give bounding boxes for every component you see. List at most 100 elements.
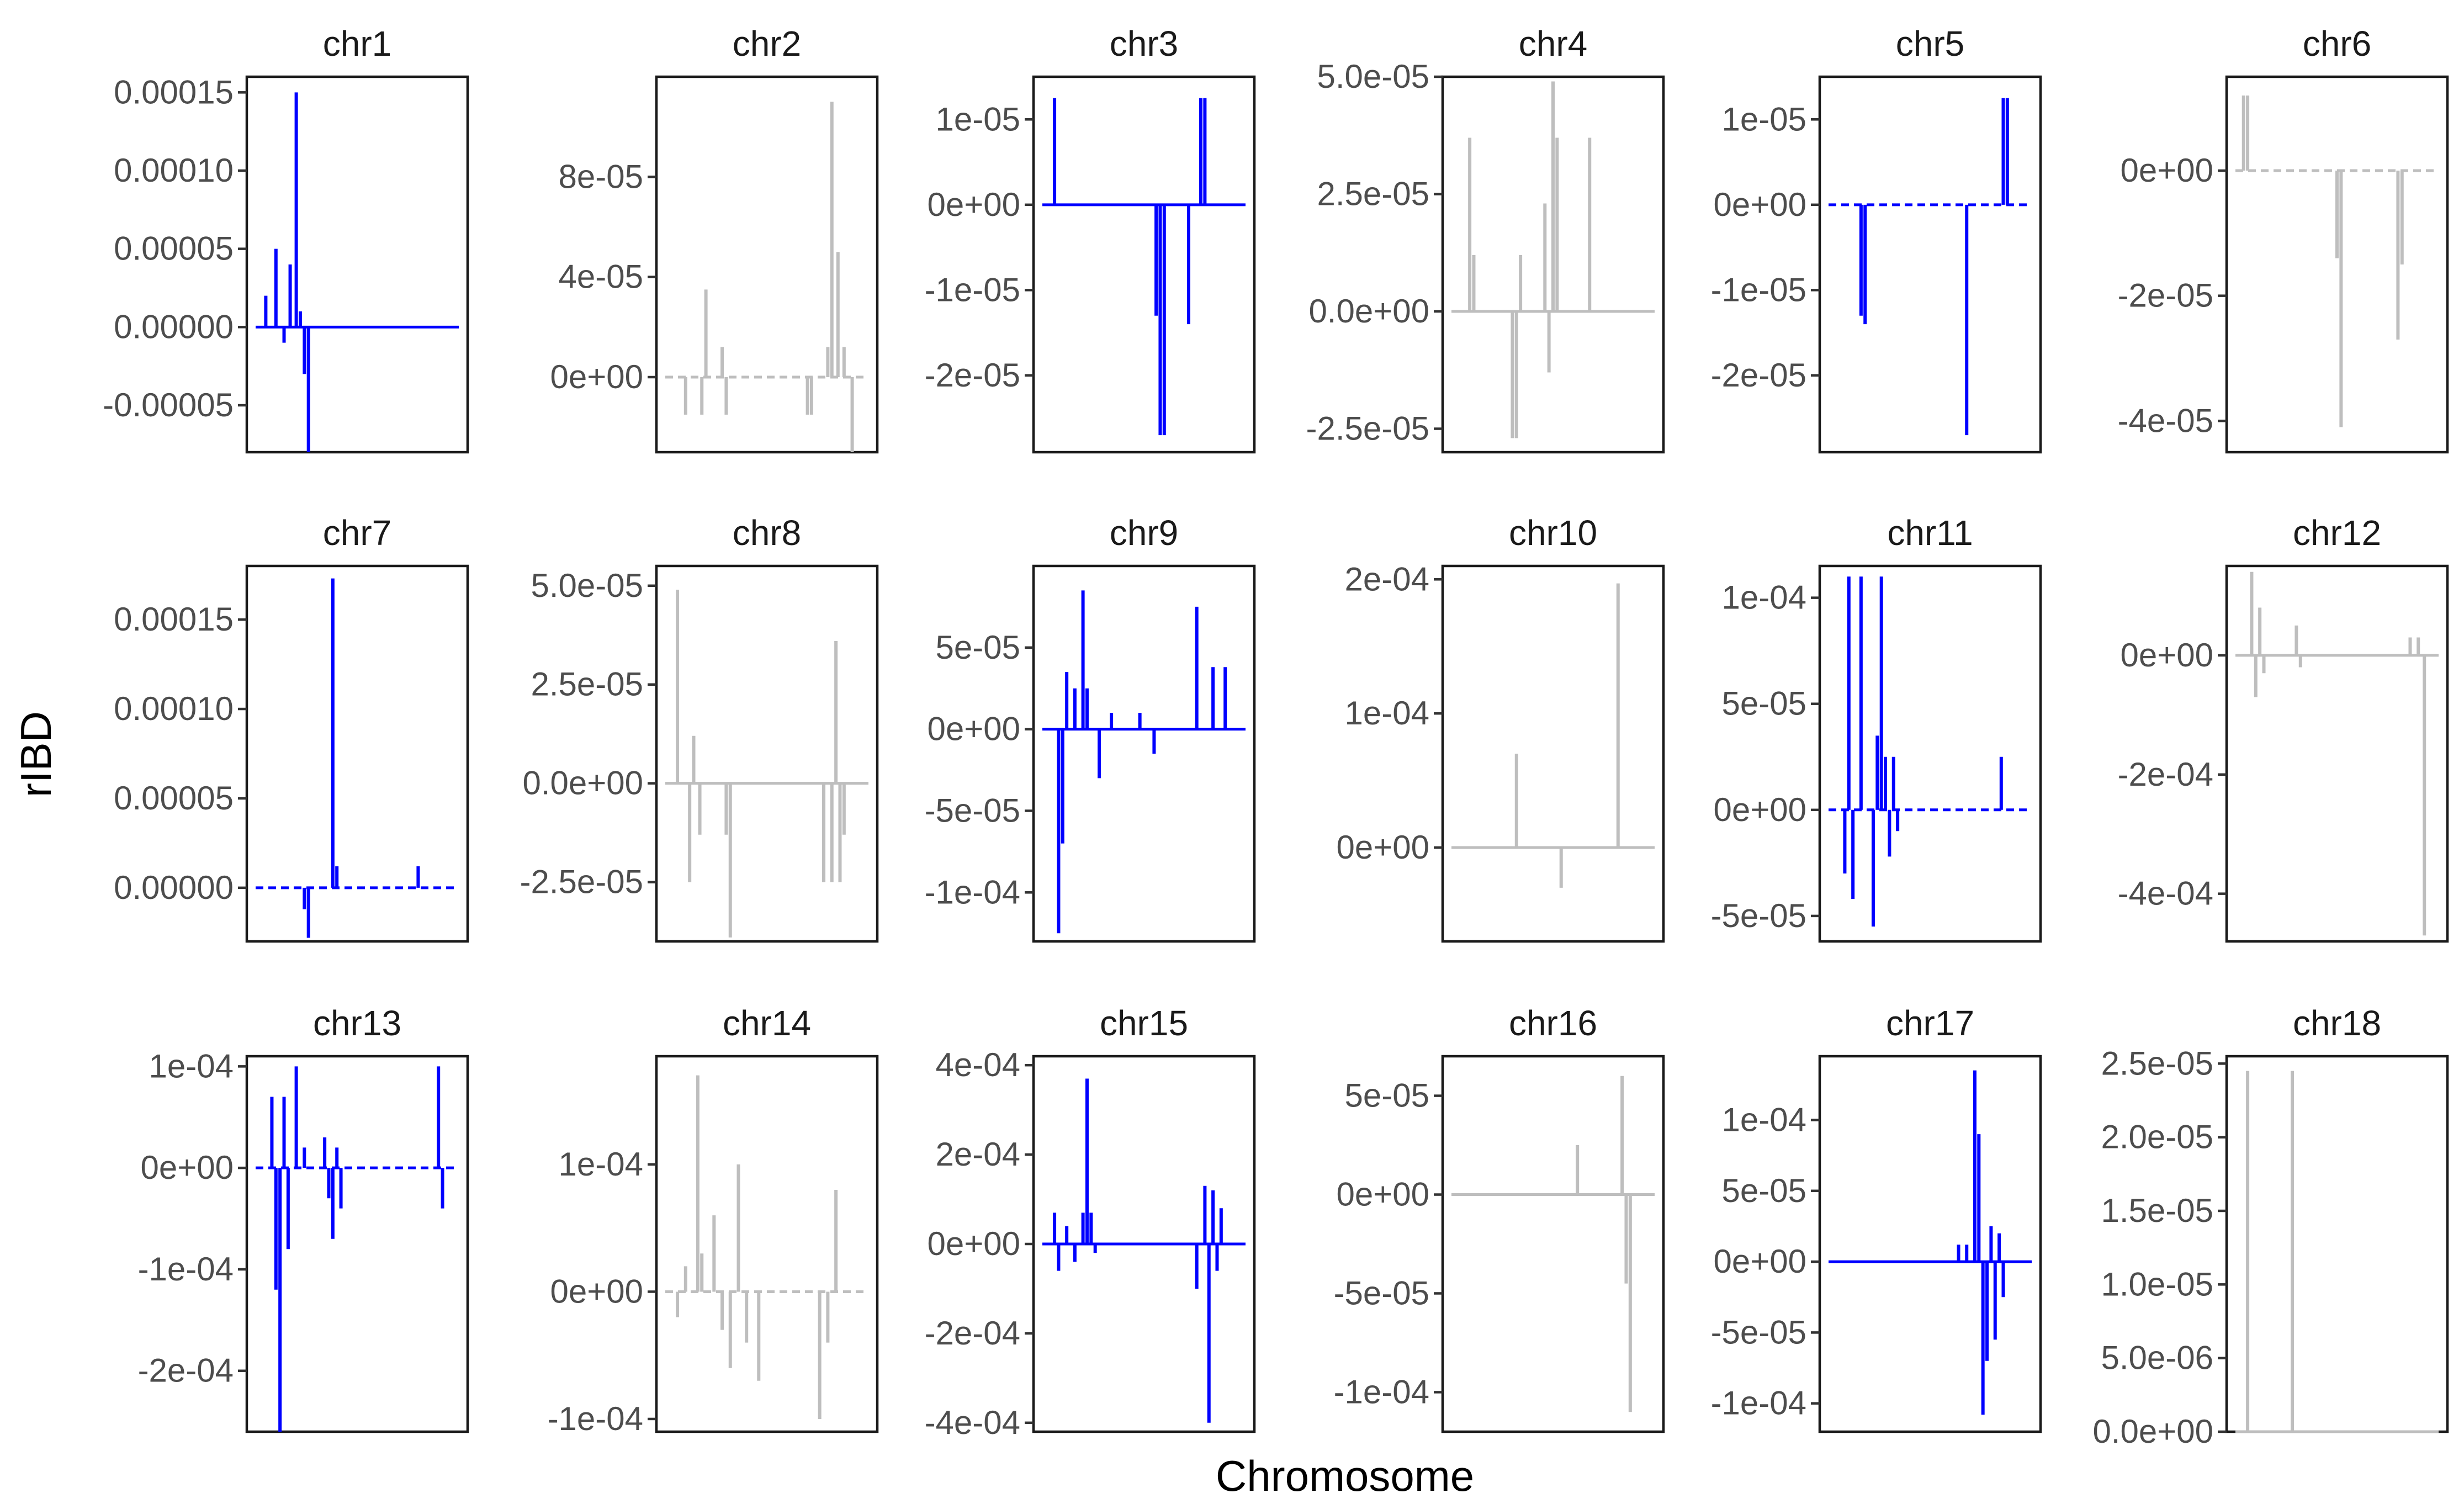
y-tick-label: -2e-04 bbox=[925, 1315, 1020, 1352]
y-tick-label: -5e-05 bbox=[925, 792, 1020, 829]
y-tick-label: 1e-05 bbox=[936, 100, 1020, 137]
y-tick-label: 0e+00 bbox=[550, 1273, 643, 1310]
y-tick-label: 0.0e+00 bbox=[1308, 293, 1429, 330]
x-axis-title: Chromosome bbox=[1216, 1452, 1474, 1500]
panel-title: chr16 bbox=[1509, 1003, 1597, 1043]
y-tick-label: 0.00005 bbox=[114, 780, 234, 817]
facet-panel: chr16 -1e-04 -5e-05 0e+00 5e-05 bbox=[1334, 1003, 1665, 1433]
y-tick-label: -1e-04 bbox=[138, 1251, 234, 1288]
y-tick-label: 0.00010 bbox=[114, 152, 234, 189]
y-tick-label: 5.0e-06 bbox=[2101, 1339, 2214, 1376]
y-tick-label: 5e-05 bbox=[1345, 1077, 1429, 1114]
y-tick-label: -4e-04 bbox=[925, 1404, 1020, 1441]
panel-title: chr4 bbox=[1519, 24, 1588, 63]
y-tick-label: 0.00005 bbox=[114, 230, 234, 267]
y-tick-label: 2.5e-05 bbox=[531, 666, 644, 703]
y-tick-label: 0e+00 bbox=[2120, 637, 2213, 674]
y-tick-label: 0e+00 bbox=[1713, 791, 1806, 828]
y-tick-label: 2.5e-05 bbox=[1317, 176, 1430, 213]
y-tick-label: 0e+00 bbox=[550, 358, 643, 395]
y-tick-label: -1e-05 bbox=[925, 271, 1020, 308]
facet-panel: chr17 -1e-04 -5e-05 0e+00 5e-05 1e-04 bbox=[1711, 1003, 2042, 1433]
panel-frame bbox=[245, 75, 469, 454]
panel-frame bbox=[1818, 564, 2042, 943]
y-tick-label: -5e-05 bbox=[1711, 1314, 1806, 1351]
y-tick-label: 5.0e-05 bbox=[1317, 58, 1430, 95]
facet-panel: chr5 -2e-05 -1e-05 0e+00 1e-05 bbox=[1711, 24, 2042, 454]
y-tick-label: 8e-05 bbox=[559, 158, 643, 195]
y-tick-label: -2e-04 bbox=[2118, 756, 2213, 793]
y-tick-label: 4e-04 bbox=[936, 1046, 1020, 1083]
y-tick-label: 2e-04 bbox=[936, 1136, 1020, 1173]
y-tick-label: 1e-05 bbox=[1722, 100, 1806, 137]
facet-panel: chr1 -0.00005 0.00000 0.00005 0.00010 0.00015 bbox=[103, 24, 469, 454]
panel-frame bbox=[1032, 75, 1256, 454]
panel-title: chr18 bbox=[2293, 1003, 2381, 1043]
panel-title: chr2 bbox=[733, 24, 802, 63]
facet-panel: chr11 -5e-05 0e+00 5e-05 1e-04 bbox=[1711, 513, 2042, 943]
panel-frame bbox=[655, 564, 879, 943]
y-tick-label: 1e-04 bbox=[1345, 695, 1429, 732]
y-tick-label: 1e-04 bbox=[559, 1146, 643, 1183]
y-tick-label: 0e+00 bbox=[1336, 829, 1429, 866]
panel-title: chr11 bbox=[1887, 513, 1973, 553]
y-tick-label: -2e-05 bbox=[925, 357, 1020, 394]
y-tick-label: 0.0e+00 bbox=[522, 765, 643, 802]
y-tick-label: -2.5e-05 bbox=[1306, 410, 1429, 447]
panel-frame bbox=[2225, 564, 2449, 943]
y-tick-label: 0.0e+00 bbox=[2092, 1413, 2213, 1450]
facet-panel: chr9 -1e-04 -5e-05 0e+00 5e-05 bbox=[925, 513, 1256, 943]
facet-panel: chr7 0.00000 0.00005 0.00010 0.00015 bbox=[114, 513, 469, 943]
y-tick-label: -1e-04 bbox=[925, 873, 1020, 910]
y-tick-label: -2e-05 bbox=[2118, 277, 2213, 314]
y-tick-label: 0.00010 bbox=[114, 690, 234, 727]
panel-frame bbox=[245, 564, 469, 943]
panel-frame bbox=[1818, 1055, 2042, 1433]
y-tick-label: 1.5e-05 bbox=[2101, 1192, 2214, 1229]
panel-frame bbox=[655, 1055, 879, 1433]
facet-panel: chr8 -2.5e-05 0.0e+00 2.5e-05 5.0e-05 bbox=[520, 513, 879, 943]
y-tick-label: 5.0e-05 bbox=[531, 567, 644, 604]
y-tick-label: 0.00000 bbox=[114, 308, 234, 345]
panel-title: chr7 bbox=[323, 513, 392, 553]
y-tick-label: 0e+00 bbox=[1336, 1176, 1429, 1213]
panel-title: chr1 bbox=[323, 24, 392, 63]
y-tick-label: 0e+00 bbox=[1713, 186, 1806, 223]
y-tick-label: 2.0e-05 bbox=[2101, 1119, 2214, 1156]
panel-title: chr3 bbox=[1110, 24, 1179, 63]
panel-frame bbox=[2225, 1055, 2449, 1433]
panel-frame bbox=[655, 75, 879, 454]
y-tick-label: 1e-04 bbox=[149, 1047, 234, 1084]
y-tick-label: 2.5e-05 bbox=[2101, 1045, 2214, 1082]
facet-panel: chr4 -2.5e-05 0.0e+00 2.5e-05 5.0e-05 bbox=[1306, 24, 1665, 454]
y-tick-label: -5e-05 bbox=[1711, 897, 1806, 934]
panel-title: chr15 bbox=[1100, 1003, 1188, 1043]
y-tick-label: -0.00005 bbox=[103, 386, 234, 423]
panel-title: chr8 bbox=[733, 513, 802, 553]
panel-frame bbox=[1441, 564, 1665, 943]
panel-title: chr10 bbox=[1509, 513, 1597, 553]
y-tick-label: 0.00015 bbox=[114, 73, 234, 110]
y-tick-label: -5e-05 bbox=[1334, 1274, 1429, 1311]
facet-panel: chr18 0.0e+00 5.0e-06 1.0e-05 1.5e-05 2.0e-05… bbox=[2092, 1003, 2449, 1450]
y-tick-label: -1e-04 bbox=[1334, 1373, 1429, 1410]
facet-panel: chr3 -2e-05 -1e-05 0e+00 1e-05 bbox=[925, 24, 1256, 454]
y-tick-label: 5e-05 bbox=[1722, 685, 1806, 722]
y-tick-label: 1e-04 bbox=[1722, 579, 1806, 616]
panel-title: chr12 bbox=[2293, 513, 2381, 553]
y-tick-label: 1.0e-05 bbox=[2101, 1266, 2214, 1302]
y-tick-label: 5e-05 bbox=[1722, 1172, 1806, 1209]
y-tick-label: -1e-05 bbox=[1711, 271, 1806, 308]
panel-title: chr9 bbox=[1110, 513, 1179, 553]
y-tick-label: 2e-04 bbox=[1345, 560, 1429, 597]
facet-panel: chr13 -2e-04 -1e-04 0e+00 1e-04 bbox=[138, 1003, 469, 1433]
panel-title: chr6 bbox=[2303, 24, 2372, 63]
facet-panel: chr12 -4e-04 -2e-04 0e+00 bbox=[2118, 513, 2449, 943]
panel-title: chr14 bbox=[723, 1003, 811, 1043]
facet-panel: chr14 -1e-04 0e+00 1e-04 bbox=[548, 1003, 879, 1437]
y-tick-label: 4e-05 bbox=[559, 258, 643, 295]
y-tick-label: 0e+00 bbox=[2120, 152, 2213, 189]
y-axis-title: rIBD bbox=[12, 711, 60, 797]
y-tick-label: 0e+00 bbox=[1713, 1243, 1806, 1280]
